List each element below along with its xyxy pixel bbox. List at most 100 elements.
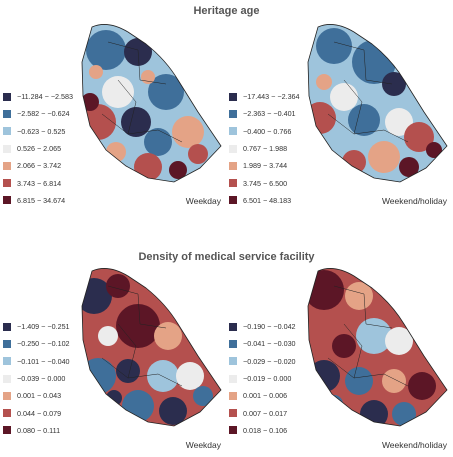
legend-swatch (229, 144, 237, 153)
legend: −17.443 − −2.364 −2.363 − −0.401 −0.400 … (229, 88, 300, 209)
legend-item: 0.007 − 0.017 (229, 404, 296, 421)
legend-item: −11.284 − −2.583 (3, 88, 73, 105)
map-svg (307, 24, 448, 183)
legend-label: −11.284 − −2.583 (17, 92, 74, 102)
legend-swatch (3, 339, 11, 348)
legend-swatch (229, 391, 237, 400)
legend-item: −0.039 − 0.000 (3, 370, 70, 387)
legend-item: −0.623 − 0.525 (3, 123, 73, 140)
choropleth-map (304, 22, 450, 192)
legend-label: −2.582 − −0.624 (17, 109, 70, 119)
legend-label: −0.039 − 0.000 (17, 374, 66, 384)
legend-swatch (3, 374, 11, 383)
legend-swatch (229, 161, 237, 170)
choropleth-map (78, 266, 224, 436)
legend-label: −0.250 − −0.102 (17, 339, 70, 349)
legend-item: −0.400 − 0.766 (229, 123, 300, 140)
legend-item: −0.101 − −0.040 (3, 353, 70, 370)
legend-item: 0.767 − 1.988 (229, 140, 300, 157)
legend-item: 0.001 − 0.043 (3, 387, 70, 404)
legend-label: −0.101 − −0.040 (17, 356, 70, 366)
legend-swatch (229, 179, 237, 188)
legend-item: 2.066 − 3.742 (3, 157, 73, 174)
legend-label: 0.001 − 0.043 (17, 391, 62, 401)
legend-item: 0.001 − 0.006 (229, 387, 296, 404)
legend-item: −2.363 − −0.401 (229, 105, 300, 122)
legend-label: 3.745 − 6.500 (243, 178, 288, 188)
legend-item: −1.409 − −0.251 (3, 318, 70, 335)
legend-swatch (3, 196, 11, 205)
legend-swatch (229, 409, 237, 418)
legend-item: 3.743 − 6.814 (3, 174, 73, 191)
legend-label: 3.743 − 6.814 (17, 178, 62, 188)
map-caption: Weekday (185, 196, 221, 206)
legend-swatch (229, 109, 237, 118)
legend-item: 6.501 − 48.183 (229, 192, 300, 209)
map-svg (307, 268, 448, 427)
legend-item: −0.019 − 0.000 (229, 370, 296, 387)
legend-item: 0.018 − 0.106 (229, 422, 296, 439)
legend-label: 0.007 − 0.017 (243, 408, 288, 418)
legend: −0.190 − −0.042 −0.041 − −0.030 −0.029 −… (229, 318, 296, 439)
legend-item: −0.190 − −0.042 (229, 318, 296, 335)
legend-item: −2.582 − −0.624 (3, 105, 73, 122)
legend-label: 2.066 − 3.742 (17, 161, 62, 171)
legend-item: −0.250 − −0.102 (3, 335, 70, 352)
legend-label: −1.409 − −0.251 (17, 322, 70, 332)
legend-swatch (229, 196, 237, 205)
map-caption: Weekend/holiday (381, 196, 447, 206)
legend-swatch (3, 426, 11, 435)
legend-label: 0.018 − 0.106 (243, 425, 288, 435)
legend-label: −17.443 − −2.364 (243, 92, 300, 102)
heritage-age-title: Heritage age (193, 5, 260, 17)
legend-swatch (229, 92, 237, 101)
legend-label: 1.989 − 3.744 (243, 161, 288, 171)
legend-swatch (3, 92, 11, 101)
legend-swatch (3, 144, 11, 153)
legend: −11.284 − −2.583 −2.582 − −0.624 −0.623 … (3, 88, 73, 209)
legend-swatch (3, 391, 11, 400)
legend-swatch (229, 426, 237, 435)
legend-label: 0.044 − 0.079 (17, 408, 62, 418)
legend-item: 0.080 − 0.111 (3, 422, 70, 439)
map-caption: Weekday (185, 440, 221, 450)
legend-label: 6.501 − 48.183 (243, 195, 292, 205)
legend-swatch (229, 339, 237, 348)
legend: −1.409 − −0.251 −0.250 − −0.102 −0.101 −… (3, 318, 70, 439)
legend-swatch (229, 357, 237, 366)
legend-swatch (229, 127, 237, 136)
legend-label: −2.363 − −0.401 (243, 109, 296, 119)
map-svg (81, 268, 222, 427)
legend-swatch (3, 179, 11, 188)
legend-item: −0.041 − −0.030 (229, 335, 296, 352)
legend-swatch (3, 161, 11, 170)
legend-item: 3.745 − 6.500 (229, 174, 300, 191)
legend-item: −0.029 − −0.020 (229, 353, 296, 370)
legend-swatch (3, 322, 11, 331)
legend-label: 0.080 − 0.111 (17, 425, 61, 435)
map-panel-medical-weekend: −0.190 − −0.042 −0.041 − −0.030 −0.029 −… (226, 262, 451, 457)
legend-label: −0.623 − 0.525 (17, 126, 66, 136)
legend-label: 6.815 − 34.674 (17, 195, 66, 205)
map-panel-heritage-weekend: −17.443 − −2.364 −2.363 − −0.401 −0.400 … (226, 18, 451, 213)
legend-label: −0.041 − −0.030 (243, 339, 296, 349)
legend-label: −0.190 − −0.042 (243, 322, 296, 332)
legend-label: 0.001 − 0.006 (243, 391, 288, 401)
map-caption: Weekend/holiday (381, 440, 447, 450)
map-panel-medical-weekday: −1.409 − −0.251 −0.250 − −0.102 −0.101 −… (0, 262, 225, 457)
legend-swatch (229, 322, 237, 331)
choropleth-map (304, 266, 450, 436)
legend-label: −0.400 − 0.766 (243, 126, 292, 136)
choropleth-map (78, 22, 224, 192)
legend-label: −0.019 − 0.000 (243, 374, 292, 384)
legend-item: 0.044 − 0.079 (3, 404, 70, 421)
legend-label: 0.767 − 1.988 (243, 144, 288, 154)
legend-swatch (3, 409, 11, 418)
legend-label: 0.526 − 2.065 (17, 144, 62, 154)
legend-swatch (3, 109, 11, 118)
legend-item: 1.989 − 3.744 (229, 157, 300, 174)
map-svg (81, 24, 222, 183)
map-panel-heritage-weekday: −11.284 − −2.583 −2.582 − −0.624 −0.623 … (0, 18, 225, 213)
legend-label: −0.029 − −0.020 (243, 356, 296, 366)
legend-swatch (3, 357, 11, 366)
